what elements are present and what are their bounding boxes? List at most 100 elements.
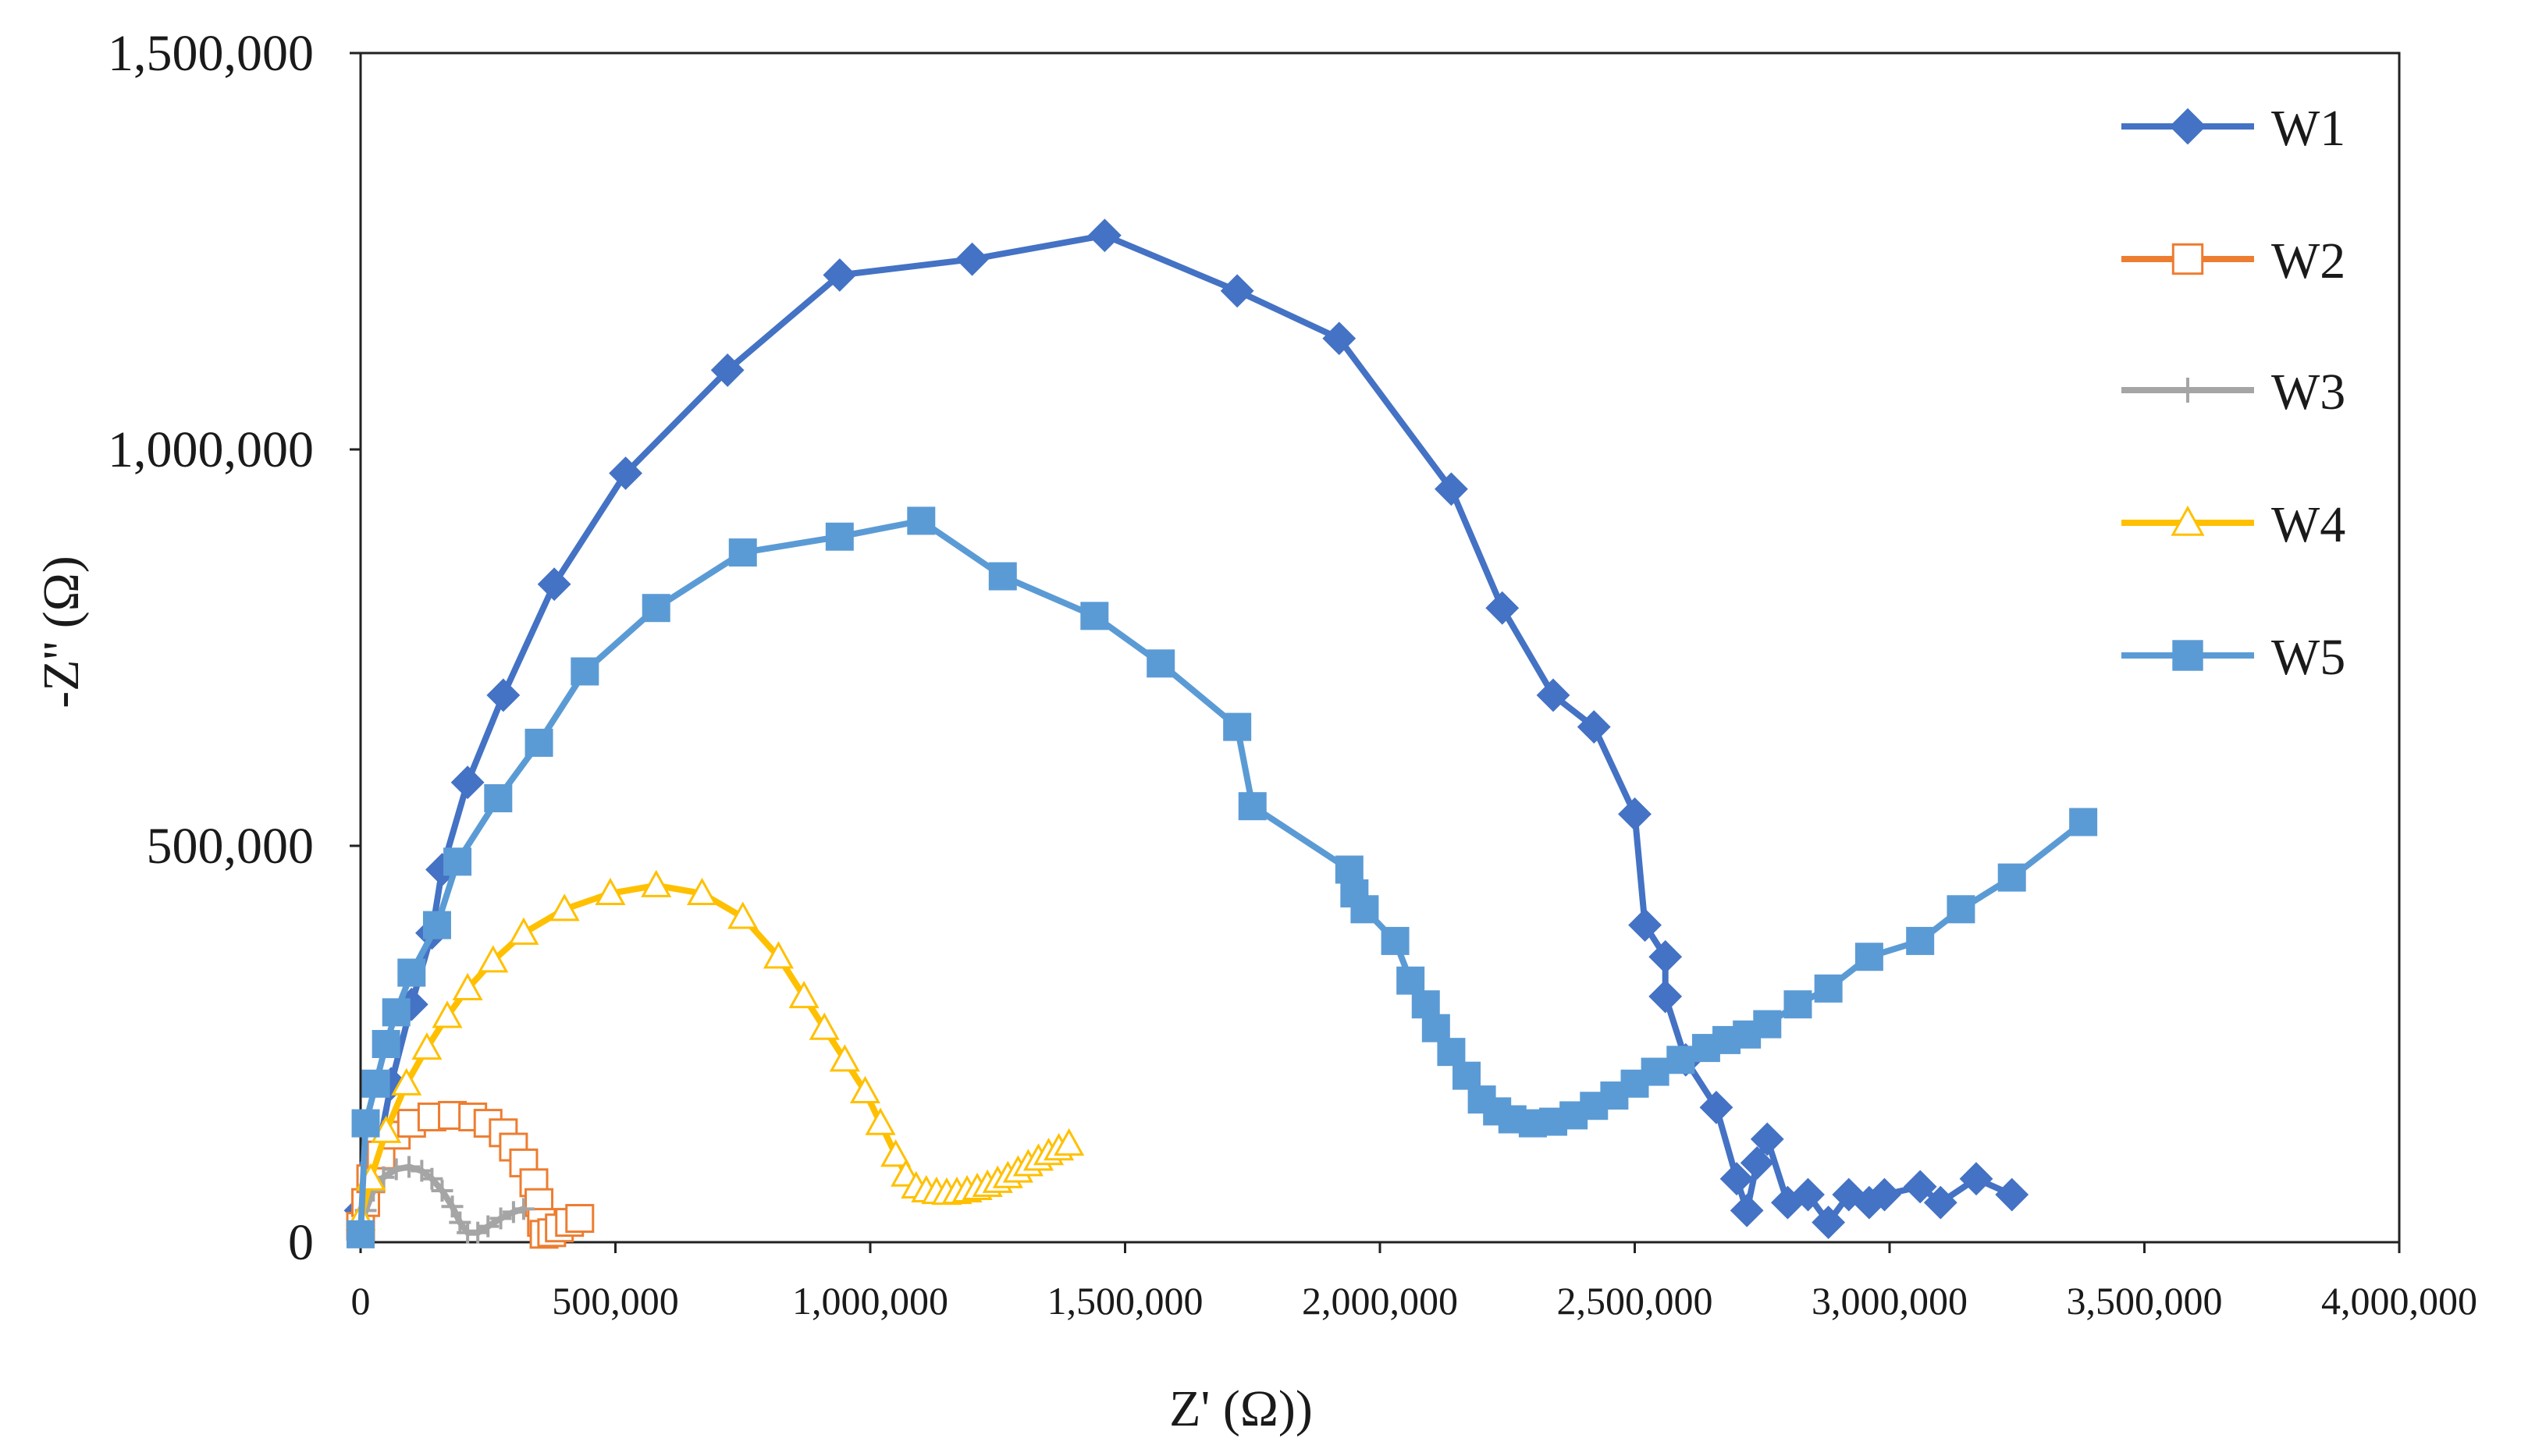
plot-area — [359, 51, 2401, 1244]
x-axis: 0 500,000 1,000,000 1,500,000 2,000,000 2,500… — [351, 1242, 2477, 1323]
data-point-w5 — [347, 1220, 375, 1248]
data-point-w1 — [1719, 1162, 1754, 1196]
data-point-w4 — [411, 1032, 443, 1060]
data-point-w5 — [1080, 602, 1109, 630]
legend-label: W5 — [2271, 629, 2345, 686]
data-point-w1 — [710, 353, 745, 387]
data-point-w3 — [421, 1167, 443, 1190]
y-axis: 0 500,000 1,000,000 1,500,000 — [108, 25, 361, 1271]
data-point-w1 — [1536, 678, 1570, 712]
data-point-w4 — [865, 1107, 896, 1135]
data-point-w5 — [1238, 792, 1267, 821]
data-point-w1 — [609, 456, 642, 490]
data-point-w5 — [1411, 990, 1440, 1019]
data-point-w4 — [508, 917, 539, 945]
data-point-w1 — [1923, 1185, 1957, 1220]
legend: W1 W2 W3 W4 W5 — [2121, 100, 2345, 686]
data-point-w5 — [422, 911, 451, 939]
data-point-w2 — [565, 1204, 595, 1234]
data-point-w5 — [351, 1109, 380, 1138]
y-tick-label: 1,000,000 — [108, 421, 314, 478]
data-point-w1 — [1435, 472, 1468, 506]
data-point-w3 — [398, 1156, 421, 1178]
data-point-w1 — [1648, 979, 1683, 1014]
data-point-w4 — [849, 1075, 881, 1104]
data-point-w4 — [432, 1000, 463, 1028]
data-point-w1 — [1699, 1090, 1733, 1124]
data-point-w4 — [478, 945, 509, 973]
data-point-w3 — [489, 1207, 512, 1230]
data-point-w5 — [1753, 1010, 1782, 1039]
data-point-w5 — [2069, 808, 2098, 836]
data-point-w1 — [1220, 274, 1254, 308]
data-point-w3 — [441, 1195, 464, 1218]
data-point-w5 — [571, 657, 599, 686]
data-point-w1 — [955, 242, 990, 276]
data-point-w4 — [788, 980, 820, 1009]
data-point-w1 — [1995, 1177, 2029, 1212]
data-point-w1 — [1740, 1145, 1774, 1180]
data-point-w1 — [486, 678, 521, 712]
data-point-w1 — [1577, 710, 1611, 744]
data-point-w1 — [1730, 1193, 1764, 1227]
y-tick-label: 500,000 — [147, 818, 315, 875]
x-tick-label: 1,000,000 — [792, 1279, 948, 1323]
series-w5 — [347, 506, 2098, 1248]
data-point-w1 — [537, 567, 571, 602]
data-point-w1 — [450, 765, 485, 800]
series-w4 — [345, 869, 1085, 1230]
data-point-w4 — [452, 972, 483, 1000]
data-point-w5 — [1906, 926, 1935, 955]
data-point-w4 — [1054, 1128, 1085, 1156]
x-tick-label: 500,000 — [552, 1279, 679, 1323]
x-tick-label: 3,000,000 — [1812, 1279, 1968, 1323]
data-point-w1 — [1812, 1206, 1846, 1240]
data-point-w1 — [823, 258, 857, 292]
data-point-w3 — [502, 1201, 524, 1223]
data-point-w5 — [1223, 712, 1252, 741]
data-point-w5 — [1641, 1057, 1669, 1086]
data-point-w4 — [391, 1067, 422, 1096]
data-point-w4 — [880, 1139, 912, 1167]
series-layer — [343, 218, 2098, 1249]
data-point-w1 — [1618, 797, 1652, 831]
data-point-w5 — [397, 958, 426, 987]
legend-marker-w2 — [2171, 243, 2204, 275]
data-point-w5 — [1437, 1038, 1466, 1067]
data-point-w3 — [512, 1198, 535, 1220]
legend-item-w5: W5 — [2121, 629, 2345, 686]
legend-item-w1: W1 — [2121, 100, 2345, 157]
data-point-w5 — [825, 522, 854, 551]
data-point-w5 — [642, 594, 670, 623]
data-point-w5 — [1947, 895, 1975, 924]
data-point-w3 — [431, 1179, 453, 1202]
series-w1 — [343, 218, 2029, 1240]
x-axis-label: Z' (Ω)) — [1169, 1380, 1313, 1437]
y-tick-label: 1,500,000 — [108, 25, 314, 82]
data-point-w5 — [1814, 974, 1843, 1003]
data-point-w1 — [1791, 1177, 1825, 1212]
x-tick-label: 3,500,000 — [2067, 1279, 2223, 1323]
y-tick-label: 0 — [288, 1214, 314, 1271]
legend-marker-w5 — [2172, 640, 2203, 671]
data-point-w5 — [484, 784, 513, 813]
legend-marker-w4 — [2171, 505, 2205, 536]
x-tick-label: 0 — [351, 1279, 371, 1323]
data-point-w4 — [727, 901, 759, 929]
x-tick-label: 2,000,000 — [1302, 1279, 1458, 1323]
data-point-w1 — [1485, 591, 1520, 625]
x-tick-label: 4,000,000 — [2321, 1279, 2477, 1323]
data-point-w1 — [1322, 321, 1357, 356]
data-point-w5 — [524, 728, 553, 757]
data-point-w5 — [728, 538, 757, 567]
x-tick-label: 2,500,000 — [1557, 1279, 1713, 1323]
series-line-w4 — [357, 882, 1072, 1222]
data-point-w5 — [382, 998, 411, 1027]
data-point-w5 — [443, 847, 472, 876]
series-line-w5 — [357, 517, 2087, 1238]
data-point-w5 — [1350, 895, 1379, 924]
data-point-w5 — [1997, 863, 2026, 892]
legend-label: W1 — [2271, 100, 2345, 157]
data-point-w5 — [372, 1030, 400, 1058]
data-point-w1 — [1750, 1122, 1784, 1156]
